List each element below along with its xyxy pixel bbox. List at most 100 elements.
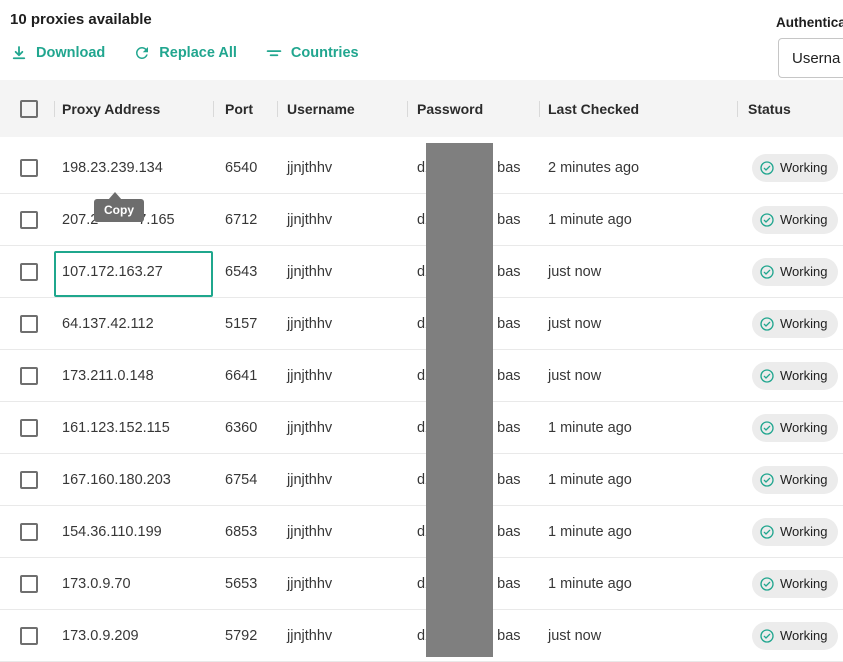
row-checkbox[interactable] (20, 574, 38, 593)
username-cell[interactable]: jjnjthhv (287, 159, 333, 176)
proxy-address-cell[interactable]: 207.2 7.165 Copy (54, 191, 213, 228)
proxy-address-cell[interactable]: 173.0.9.209 (62, 627, 139, 644)
row-checkbox[interactable] (20, 262, 38, 281)
countries-button[interactable]: Countries (265, 44, 359, 62)
row-checkbox[interactable] (20, 210, 38, 229)
check-circle-icon (759, 524, 775, 540)
port-cell[interactable]: 6712 (225, 211, 258, 228)
username-cell[interactable]: jjnjthhv (287, 367, 333, 384)
status-badge: Working (752, 153, 839, 182)
column-header-username: Username (287, 100, 355, 117)
row-checkbox[interactable] (20, 158, 38, 177)
copy-tooltip-arrow (108, 191, 122, 200)
row-checkbox[interactable] (20, 470, 38, 489)
status-badge: Working (752, 361, 839, 390)
port-cell[interactable]: 6853 (225, 523, 258, 540)
row-checkbox[interactable] (20, 314, 38, 333)
column-header-password: Password (417, 100, 484, 117)
username-cell[interactable]: jjnjthhv (287, 211, 333, 228)
port-cell[interactable]: 5792 (225, 627, 258, 644)
select-all-checkbox[interactable] (20, 99, 38, 118)
status-label: Working (780, 628, 828, 643)
refresh-icon (133, 44, 151, 62)
password-suffix: bas (497, 471, 521, 488)
table-row: 161.123.152.115 6360 jjnjthhv d2bas 1 mi… (0, 402, 843, 454)
port-cell[interactable]: 6754 (225, 471, 258, 488)
port-cell[interactable]: 6540 (225, 159, 258, 176)
status-label: Working (780, 212, 828, 227)
column-separator (54, 100, 55, 117)
status-badge: Working (752, 465, 839, 494)
column-separator (539, 100, 540, 117)
table-row: 198.23.239.134 6540 jjnjthhv d2bas 2 min… (0, 142, 843, 194)
proxy-address-cell[interactable]: 154.36.110.199 (62, 523, 162, 540)
check-circle-icon (759, 420, 775, 436)
proxy-address-cell[interactable]: 161.123.152.115 (62, 419, 170, 436)
status-label: Working (780, 524, 828, 539)
username-cell[interactable]: jjnjthhv (287, 263, 333, 280)
username-cell[interactable]: jjnjthhv (287, 627, 333, 644)
copy-tooltip: Copy (94, 198, 144, 222)
password-suffix: bas (497, 523, 521, 540)
last-checked-cell: just now (548, 263, 602, 280)
last-checked-cell: just now (548, 627, 602, 644)
row-checkbox[interactable] (20, 626, 38, 645)
port-cell[interactable]: 5653 (225, 575, 258, 592)
port-cell[interactable]: 5157 (225, 315, 258, 332)
download-label: Download (36, 45, 106, 61)
proxy-address-cell[interactable]: 198.23.239.134 (62, 159, 163, 176)
toolbar: Download Replace All Countries (10, 44, 359, 62)
filter-icon (265, 44, 283, 62)
status-badge: Working (752, 205, 839, 234)
username-cell[interactable]: jjnjthhv (287, 523, 333, 540)
table-body: 198.23.239.134 6540 jjnjthhv d2bas 2 min… (0, 142, 843, 662)
proxy-prefix: 207.2 (62, 211, 99, 228)
password-suffix: bas (497, 159, 521, 176)
replace-all-label: Replace All (159, 45, 237, 61)
proxy-address-cell[interactable]: 173.0.9.70 (62, 575, 131, 592)
table-row: 64.137.42.112 5157 jjnjthhv d2bas just n… (0, 298, 843, 350)
proxy-address-cell[interactable]: 173.211.0.148 (62, 367, 154, 384)
password-suffix: bas (497, 627, 521, 644)
proxy-address-cell[interactable]: 167.160.180.203 (62, 471, 171, 488)
status-label: Working (780, 420, 828, 435)
column-separator (277, 100, 278, 117)
table-row: 173.0.9.70 5653 jjnjthhv d2bas 1 minute … (0, 558, 843, 610)
port-cell[interactable]: 6360 (225, 419, 258, 436)
password-suffix: bas (497, 367, 521, 384)
password-suffix: bas (497, 575, 521, 592)
username-cell[interactable]: jjnjthhv (287, 575, 333, 592)
password-suffix: bas (497, 263, 521, 280)
row-checkbox[interactable] (20, 418, 38, 437)
last-checked-cell: 2 minutes ago (548, 159, 640, 176)
port-cell[interactable]: 6543 (225, 263, 258, 280)
check-circle-icon (759, 316, 775, 332)
username-cell[interactable]: jjnjthhv (287, 471, 333, 488)
last-checked-cell: 1 minute ago (548, 211, 632, 228)
last-checked-cell: 1 minute ago (548, 523, 632, 540)
check-circle-icon (759, 212, 775, 228)
status-badge: Working (752, 569, 839, 598)
table-header-row: Proxy Address Port Username Password Las… (0, 80, 843, 137)
check-circle-icon (759, 264, 775, 280)
check-circle-icon (759, 160, 775, 176)
authentication-select[interactable]: Userna (778, 38, 843, 78)
proxy-address-cell-selected[interactable]: 107.172.163.27 (54, 250, 213, 297)
row-checkbox[interactable] (20, 522, 38, 541)
username-cell[interactable]: jjnjthhv (287, 315, 333, 332)
column-header-proxy-address: Proxy Address (62, 100, 161, 117)
status-label: Working (780, 368, 828, 383)
password-suffix: bas (497, 419, 521, 436)
port-cell[interactable]: 6641 (225, 367, 258, 384)
status-badge: Working (752, 309, 839, 338)
download-button[interactable]: Download (10, 44, 105, 62)
proxy-address-cell[interactable]: 64.137.42.112 (62, 315, 154, 332)
replace-all-button[interactable]: Replace All (133, 44, 237, 62)
username-cell[interactable]: jjnjthhv (287, 419, 333, 436)
status-badge: Working (752, 257, 839, 286)
status-label: Working (780, 472, 828, 487)
proxy-suffix: 7.165 (138, 211, 175, 228)
check-circle-icon (759, 368, 775, 384)
table-row: 173.211.0.148 6641 jjnjthhv d2bas just n… (0, 350, 843, 402)
row-checkbox[interactable] (20, 366, 38, 385)
